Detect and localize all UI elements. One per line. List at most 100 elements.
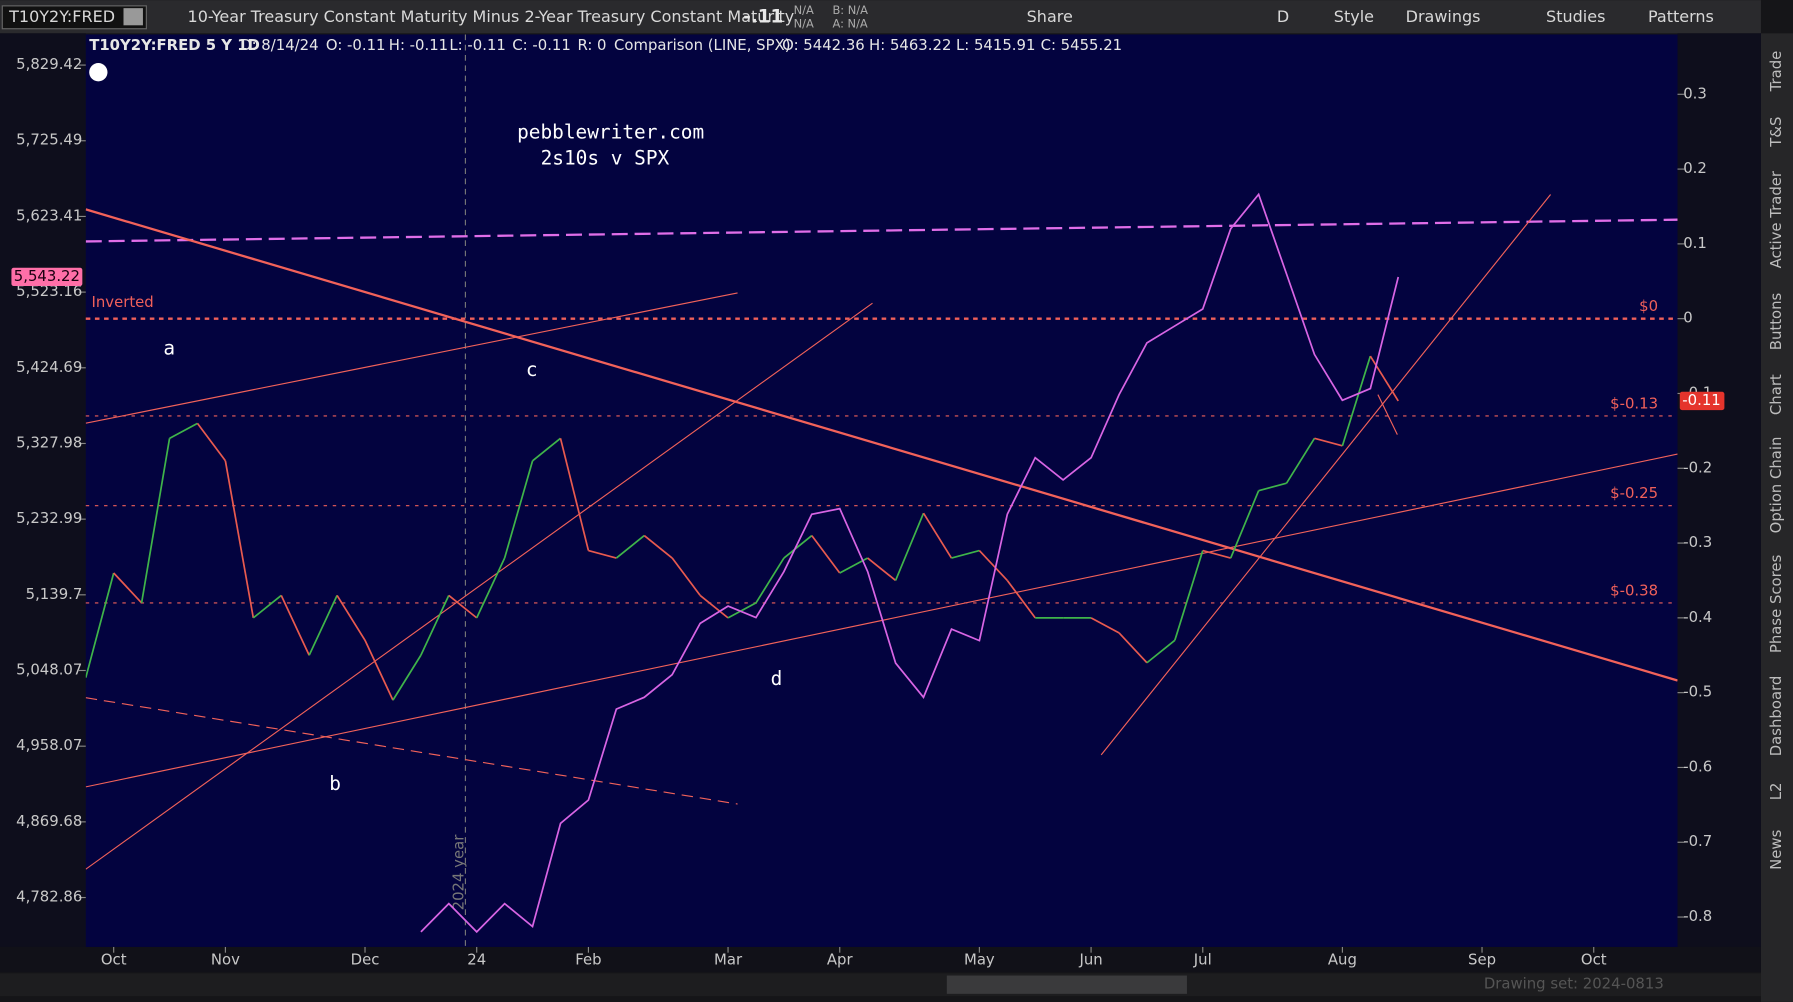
comparison-field: H: 5463.22: [869, 36, 951, 54]
series-segment: [140, 438, 171, 604]
toolbar: [0, 0, 1761, 34]
side-tab[interactable]: L2: [1767, 783, 1785, 801]
comparison-field: Comparison (LINE, SPX): [614, 36, 790, 54]
trendline: [85, 453, 1678, 788]
side-tab[interactable]: Dashboard: [1767, 676, 1785, 757]
series-segment: [978, 549, 1008, 582]
series-segment: [783, 534, 813, 559]
description: 10-Year Treasury Constant Maturity Minus…: [188, 7, 795, 26]
plot-area: [85, 34, 1678, 947]
series-segment: [420, 595, 450, 656]
comparison-line: [420, 192, 1400, 934]
series-segment: [364, 639, 394, 701]
series-segment: [643, 534, 673, 559]
series-segment: [559, 438, 590, 551]
side-tab[interactable]: News: [1767, 829, 1785, 869]
y2-tick-label: -0.6: [1683, 757, 1712, 775]
side-tab[interactable]: Option Chain: [1767, 437, 1785, 534]
side-tab[interactable]: Chart: [1767, 374, 1785, 415]
y-tick-label: 5,327.98: [16, 433, 82, 451]
series-segment: [894, 512, 925, 581]
series-segment: [1229, 490, 1260, 559]
series-segment: [671, 557, 701, 596]
y2-tick-label: -0.2: [1683, 458, 1712, 476]
x-tick-label: Oct: [1581, 951, 1607, 969]
toolbar-button[interactable]: Drawings: [1406, 7, 1481, 26]
side-tab[interactable]: T&S: [1767, 117, 1785, 148]
dropdown[interactable]: [123, 8, 143, 26]
trendline: [1100, 194, 1552, 756]
y2-tick-label: 0: [1683, 309, 1692, 327]
series-segment: [867, 557, 897, 582]
y-tick-label: 5,139.7: [26, 585, 83, 603]
toolbar-button[interactable]: Patterns: [1648, 7, 1714, 26]
series-segment: [392, 654, 422, 701]
info-field: R: 0: [577, 36, 606, 54]
scrollbar[interactable]: [0, 973, 1761, 997]
year-marker: 2024 year: [450, 834, 468, 911]
toolbar-button[interactable]: D: [1277, 7, 1289, 26]
y-tick-label: 5,623.41: [16, 206, 82, 224]
quote-size: N/A: [794, 17, 814, 31]
series-segment: [280, 595, 310, 656]
series-segment: [755, 557, 785, 604]
side-tab[interactable]: Buttons: [1767, 292, 1785, 350]
x-tick-label: May: [964, 951, 995, 969]
series-segment: [615, 534, 645, 559]
series-segment: [811, 535, 841, 574]
info-field: C: -0.11: [512, 36, 571, 54]
series-segment: [475, 557, 506, 619]
series-segment: [1258, 482, 1287, 492]
y-tick-label: 4,782.86: [16, 888, 82, 906]
info-field: H: -0.11: [389, 36, 448, 54]
series-segment: [1090, 617, 1120, 634]
side-tab[interactable]: Trade: [1767, 51, 1785, 93]
series-segment: [727, 602, 757, 619]
trendline: [1377, 394, 1398, 435]
x-tick-label: Oct: [101, 951, 127, 969]
scroll-thumb[interactable]: [946, 975, 1187, 994]
alert-icon[interactable]: [89, 63, 108, 82]
watermark: pebblewriter.com: [517, 120, 704, 143]
wave-label: c: [526, 358, 538, 381]
series-segment: [1006, 579, 1036, 619]
left-axis-area: [0, 33, 86, 949]
comparison-field: L: 5415.91: [956, 36, 1035, 54]
series-segment: [169, 422, 198, 440]
last-price: -.11: [743, 6, 783, 27]
toolbar-button[interactable]: Share: [1027, 7, 1073, 26]
series-segment: [1341, 355, 1372, 447]
wave-label: a: [163, 336, 175, 359]
series-segment: [308, 595, 338, 656]
y2-tick-label: -0.5: [1683, 683, 1712, 701]
trendline: [85, 302, 873, 870]
series-segment: [699, 594, 729, 619]
series-segment: [1146, 639, 1176, 664]
series-segment: [588, 549, 617, 559]
side-tab[interactable]: Phase Scores: [1767, 554, 1785, 653]
series-segment: [224, 460, 255, 619]
symbol[interactable]: T10Y2Y:FRED: [8, 7, 115, 26]
symbol-box[interactable]: [1, 5, 147, 30]
y-tick-label: 5,232.99: [16, 509, 82, 527]
toolbar-button[interactable]: Style: [1334, 7, 1374, 26]
series-segment: [1174, 550, 1204, 641]
price-level-label: $0: [1639, 297, 1658, 315]
y-tick-label: 4,958.07: [16, 736, 82, 754]
series-segment: [532, 437, 562, 462]
last-value-label: 5,543.22: [14, 267, 80, 285]
last-value-flag: [11, 267, 83, 287]
x-tick-label: Aug: [1328, 951, 1357, 969]
x-tick-label: Jun: [1078, 951, 1102, 969]
y2-tick-label: 0.1: [1683, 234, 1707, 252]
side-tab[interactable]: Active Trader: [1767, 170, 1785, 268]
series-segment: [922, 512, 953, 559]
x-tick-label: Mar: [714, 951, 743, 969]
x-tick-label: Nov: [211, 951, 240, 969]
last-value-label: -0.11: [1682, 391, 1720, 409]
x-tick-label: 24: [467, 951, 486, 969]
trendline: [85, 218, 1678, 243]
toolbar-button[interactable]: Studies: [1546, 7, 1605, 26]
y-tick-label: 5,829.42: [16, 55, 82, 73]
